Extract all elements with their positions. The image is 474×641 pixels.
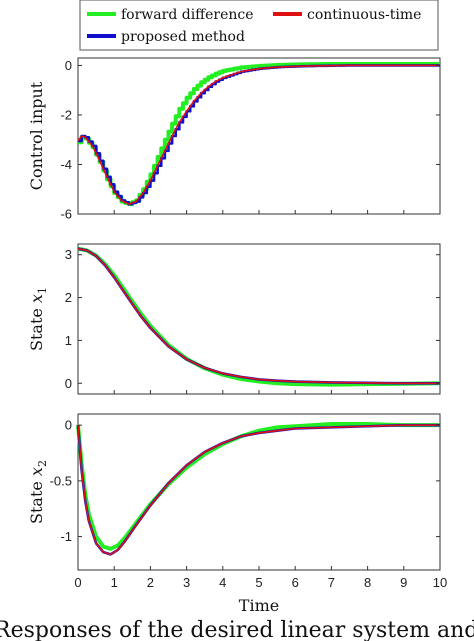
- x-tick-label: 8: [364, 575, 371, 590]
- y-axis-label-state-x1: State x1: [27, 287, 49, 351]
- state-x2-xticks: 0 1 2 3 4 5 6 7 8 9 10: [74, 566, 447, 590]
- state-x2-yticks: 0 -0.5 -1: [50, 418, 440, 544]
- legend: forward difference continuous-time propo…: [79, 0, 439, 51]
- y-tick-label: -0.5: [50, 473, 72, 488]
- legend-label-forward-difference: forward difference: [121, 7, 254, 23]
- x-tick-label: 7: [328, 575, 335, 590]
- y-tick-label: -6: [60, 207, 72, 222]
- figure-caption: Responses of the desired linear system a…: [0, 618, 474, 641]
- series-line-continuous-time: [77, 247, 440, 385]
- legend-box: [79, 0, 439, 51]
- x-tick-label: 2: [147, 575, 154, 590]
- y-tick-label: -2: [60, 107, 72, 122]
- x-tick-label: 6: [292, 575, 299, 590]
- control-input-series: [77, 61, 441, 214]
- plot-area-state-x2: [77, 413, 441, 571]
- x-tick-label: 3: [183, 575, 190, 590]
- y-tick-label: 2: [65, 290, 72, 305]
- plot-area-control-input: [77, 57, 441, 215]
- plot-area-state-x1: [77, 243, 441, 395]
- y-axis-label-control-input: Control input: [27, 81, 46, 190]
- legend-label-continuous-time: continuous-time: [307, 7, 421, 23]
- x-tick-label: 10: [433, 575, 447, 590]
- state-x1-yticks: 3 2 1 0: [65, 247, 440, 391]
- series-line-continuous-time: [77, 424, 440, 556]
- x-axis-label-time: Time: [239, 596, 279, 615]
- y-tick-label: -1: [60, 529, 72, 544]
- state-x2-series: [76, 422, 440, 556]
- x-tick-label: 4: [219, 575, 226, 590]
- y-label-prefix: State: [27, 476, 46, 524]
- y-tick-label: 0: [65, 418, 72, 433]
- y-tick-label: 0: [65, 376, 72, 391]
- y-label-var: x: [27, 467, 46, 476]
- x-tick-label: 5: [255, 575, 262, 590]
- y-tick-label: 0: [65, 58, 72, 73]
- y-tick-label: 3: [65, 247, 72, 262]
- legend-label-proposed-method: proposed method: [121, 29, 245, 45]
- y-tick-label: -4: [60, 157, 72, 172]
- y-label-sub: 1: [36, 287, 49, 294]
- y-tick-label: 1: [65, 333, 72, 348]
- y-label-sub: 2: [36, 460, 49, 467]
- x-tick-label: 0: [74, 575, 81, 590]
- control-input-panel: 0 -2 -4 -6 Control input: [27, 57, 441, 222]
- state-x2-panel: 0-0.5-1 0 1 2 3 4 5 6 7 8 9 10 State x2 Time: [27, 413, 447, 615]
- state-x1-series: [77, 246, 441, 394]
- y-axis-label-state-x2: State x2: [27, 460, 49, 524]
- y-label-var: x: [27, 294, 46, 303]
- x-tick-label: 1: [111, 575, 118, 590]
- x-tick-label: 9: [400, 575, 407, 590]
- y-label-prefix: State: [27, 303, 46, 351]
- series-line-continuous-time: [77, 64, 440, 205]
- control-input-yticks: 0 -2 -4 -6: [60, 58, 440, 222]
